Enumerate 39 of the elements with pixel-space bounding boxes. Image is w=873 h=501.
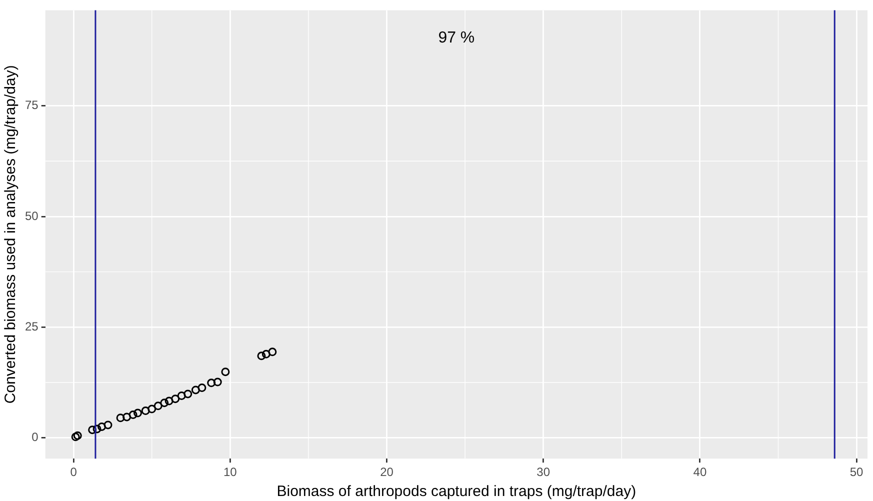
point [148, 404, 156, 414]
point [88, 426, 97, 434]
point [268, 348, 277, 356]
point [133, 408, 142, 418]
annotation: 97 % [438, 30, 475, 47]
point [171, 394, 180, 404]
point [184, 390, 192, 398]
x-tick-label: 40 [693, 465, 707, 480]
point [122, 412, 132, 422]
point [141, 406, 150, 416]
point [92, 424, 102, 434]
point [71, 432, 80, 442]
point [207, 378, 216, 388]
point [160, 398, 169, 408]
point [257, 352, 266, 360]
y-axis-title: Converted biomass used in analyses (mg/trap/day) [2, 65, 20, 404]
point [128, 410, 138, 420]
x-tick-label: 20 [380, 465, 394, 480]
point [213, 378, 222, 386]
point [191, 386, 200, 394]
x-tick-label: 50 [850, 465, 864, 480]
y-tick-label: 75 [24, 98, 39, 112]
point [97, 422, 106, 431]
y-tick-label: 0 [32, 430, 39, 444]
point [116, 414, 125, 422]
point [221, 368, 230, 376]
point [104, 420, 112, 430]
point [164, 396, 174, 406]
x-tick-label: 0 [70, 465, 78, 480]
y-tick-label: 25 [24, 319, 39, 334]
y-tick-label: 50 [24, 208, 39, 223]
x-tick-label: 10 [223, 465, 238, 480]
point [198, 384, 206, 392]
x-axis-title: Biomass of arthropods captured in traps (mg/trap/day) [276, 483, 636, 500]
point [73, 431, 82, 440]
point [154, 402, 162, 410]
x-tick-label: 30 [536, 465, 550, 480]
point [177, 391, 186, 400]
point [262, 350, 270, 358]
